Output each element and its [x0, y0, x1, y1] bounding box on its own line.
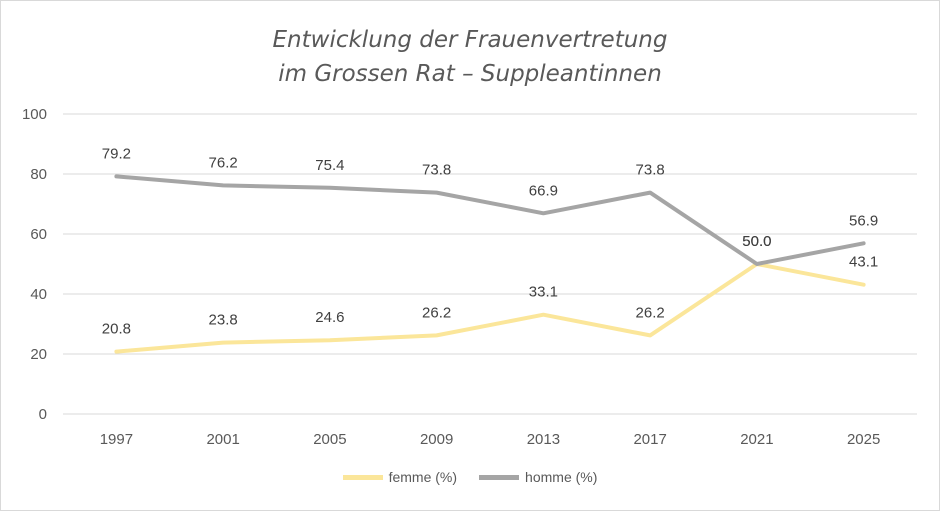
x-tick-label: 1997: [100, 431, 133, 448]
x-tick-label: 2021: [740, 431, 773, 448]
chart-title: Entwicklung der Frauenvertretung im Gros…: [1, 23, 939, 91]
data-label-femme: 20.8: [102, 321, 131, 338]
data-label-homme: 73.8: [636, 162, 665, 179]
data-label-homme: 50.0: [742, 233, 771, 250]
data-label-femme: 23.8: [209, 312, 238, 329]
legend-label-femme: femme (%): [388, 469, 458, 485]
series-line-homme: [114, 174, 866, 266]
legend-item-homme: homme (%): [479, 469, 597, 485]
data-label-homme: 76.2: [209, 154, 238, 171]
y-tick-label: 40: [30, 286, 47, 303]
chart-title-line-1: Entwicklung der Frauenvertretung: [272, 27, 668, 53]
legend-label-homme: homme (%): [525, 469, 598, 485]
y-tick-label: 60: [30, 226, 47, 243]
x-tick-label: 2017: [633, 431, 666, 448]
legend-item-femme: femme (%): [342, 469, 458, 485]
data-label-homme: 66.9: [529, 182, 558, 199]
data-label-femme: 33.1: [529, 284, 558, 301]
data-label-homme: 73.8: [422, 162, 451, 179]
y-tick-label: 100: [22, 106, 47, 123]
legend-swatch-femme: [342, 474, 383, 480]
y-tick-label: 20: [30, 346, 47, 363]
y-tick-label: 80: [30, 166, 47, 183]
data-label-homme: 56.9: [849, 212, 878, 229]
data-label-femme: 43.1: [849, 254, 878, 271]
data-label-femme: 26.2: [636, 304, 665, 321]
y-tick-label: 0: [39, 406, 47, 423]
data-label-femme: 26.2: [422, 304, 451, 321]
data-label-homme: 79.2: [102, 145, 131, 162]
data-label-femme: 50.0: [742, 233, 771, 250]
x-tick-label: 2009: [420, 431, 453, 448]
x-tick-label: 2025: [847, 431, 880, 448]
legend-swatch-homme: [479, 474, 520, 480]
chart-title-line-2: im Grossen Rat – Suppleantinnen: [278, 61, 662, 87]
x-tick-label: 2005: [313, 431, 346, 448]
x-tick-label: 2013: [527, 431, 560, 448]
legend: femme (%) homme (%): [1, 469, 939, 485]
data-label-homme: 75.4: [315, 157, 344, 174]
x-tick-label: 2001: [206, 431, 239, 448]
data-label-femme: 24.6: [315, 309, 344, 326]
series-line-femme: [114, 262, 866, 354]
